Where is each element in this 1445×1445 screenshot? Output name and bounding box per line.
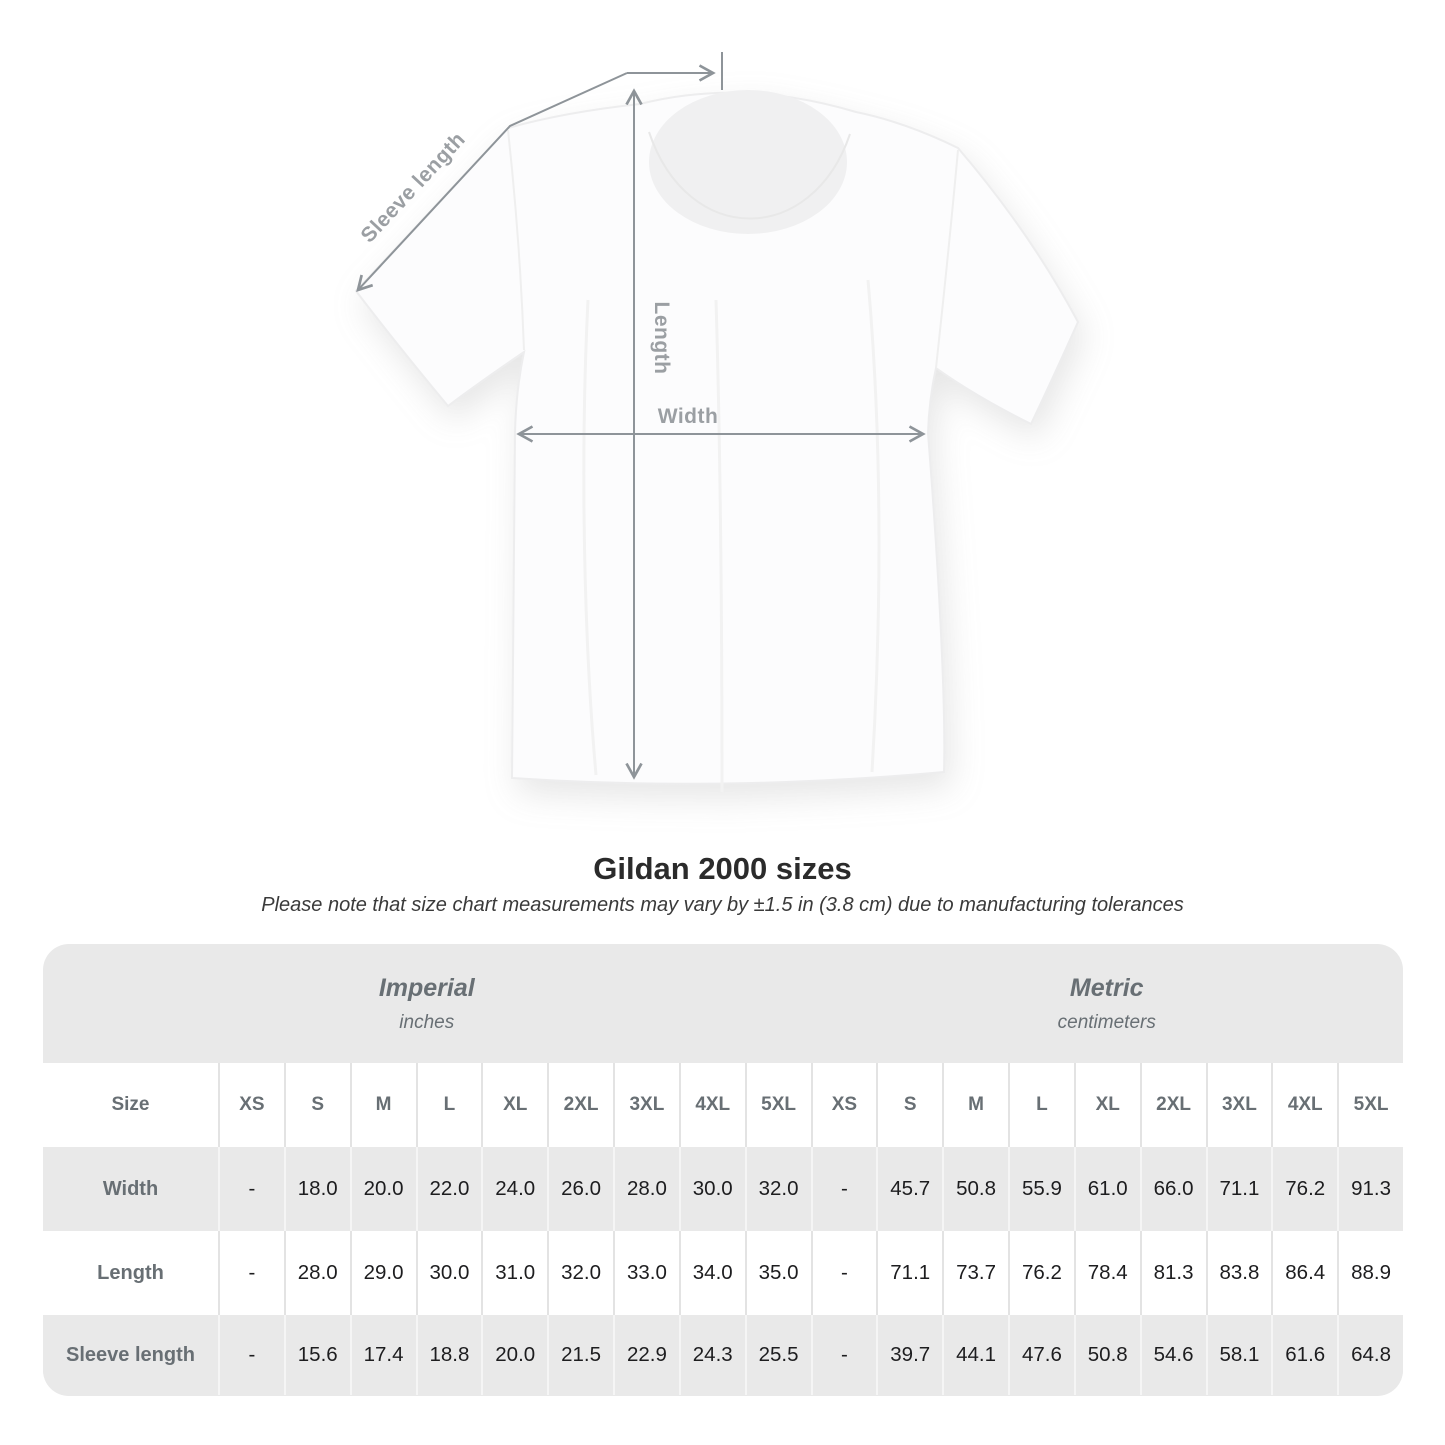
imperial-size-column-header: XL [481,1063,548,1147]
imperial-measurement-cell: 32.0 [547,1231,613,1315]
metric-size-column-header: 3XL [1205,1063,1272,1147]
metric-measurement-cell: 64.8 [1337,1315,1403,1395]
imperial-measurement-cell: 30.0 [678,1147,745,1231]
size-table-grid: Size XS S M L XL 2XL 3XL 4XL 5XL XS S M L XL 2XL 3XL 4XL 5… [43,1063,1403,1395]
imperial-measurement-cell: 22.9 [613,1315,679,1395]
imperial-size-column-header: 4XL [678,1063,745,1147]
metric-measurement-cell: 66.0 [1139,1147,1206,1231]
imperial-measurement-cell: 15.6 [283,1315,350,1395]
metric-size-column-header: XL [1073,1063,1140,1147]
imperial-size-column-header: 3XL [613,1063,679,1147]
row-label: Sleeve length [43,1315,218,1395]
row-label: Width [43,1147,218,1231]
metric-label: Metric [1069,973,1144,1002]
metric-size-column-header: L [1008,1063,1074,1147]
tolerance-note: Please note that size chart measurements… [261,894,1184,916]
metric-measurement-cell: 91.3 [1337,1147,1403,1231]
imperial-measurement-cell: 31.0 [481,1231,548,1315]
metric-measurement-cell: 81.3 [1139,1231,1206,1315]
imperial-measurement-cell: 18.8 [415,1315,482,1395]
metric-measurement-cell: 54.6 [1139,1315,1206,1395]
metric-group: Metric centimeters [811,944,1404,1063]
imperial-measurement-cell: 30.0 [415,1231,482,1315]
metric-measurement-cell: - [810,1231,877,1315]
imperial-measurement-cell: 28.0 [283,1231,350,1315]
metric-measurement-cell: 61.6 [1271,1315,1338,1395]
metric-size-column-header: M [942,1063,1008,1147]
metric-size-column-header: 5XL [1337,1063,1403,1147]
unit-group-header: Imperial inches Metric centimeters [43,944,1403,1063]
metric-size-column-header: 4XL [1271,1063,1338,1147]
imperial-measurement-cell: 20.0 [481,1315,548,1395]
metric-measurement-cell: 71.1 [1205,1147,1272,1231]
imperial-label: Imperial [378,973,475,1002]
metric-measurement-cell: - [810,1315,877,1395]
size-header-cell: Size [43,1063,218,1147]
metric-measurement-cell: 71.1 [876,1231,943,1315]
imperial-measurement-cell: - [218,1147,284,1231]
imperial-measurement-cell: - [218,1315,284,1395]
metric-measurement-cell: 76.2 [1008,1231,1074,1315]
imperial-measurement-cell: 28.0 [613,1147,679,1231]
metric-measurement-cell: 47.6 [1008,1315,1074,1395]
t-shirt-image [354,90,1080,793]
imperial-measurement-cell: 21.5 [547,1315,613,1395]
imperial-measurement-cell: 24.0 [481,1147,548,1231]
metric-unit-label: centimeters [1057,1011,1156,1033]
metric-measurement-cell: 76.2 [1271,1147,1338,1231]
metric-size-column-header: XS [810,1063,877,1147]
metric-size-column-header: S [876,1063,943,1147]
imperial-size-column-header: 2XL [547,1063,613,1147]
imperial-measurement-cell: 35.0 [744,1231,811,1315]
metric-measurement-cell: 78.4 [1073,1231,1140,1315]
imperial-group: Imperial inches [43,944,811,1063]
metric-measurement-cell: 50.8 [942,1147,1008,1231]
imperial-measurement-cell: 24.3 [678,1315,745,1395]
imperial-measurement-cell: 26.0 [547,1147,613,1231]
metric-measurement-cell: 58.1 [1205,1315,1272,1395]
imperial-measurement-cell: 17.4 [349,1315,416,1395]
imperial-measurement-cell: 34.0 [678,1231,745,1315]
metric-size-column-header: 2XL [1139,1063,1206,1147]
metric-measurement-cell: 88.9 [1337,1231,1403,1315]
imperial-measurement-cell: 18.0 [283,1147,350,1231]
imperial-size-column-header: S [283,1063,350,1147]
metric-measurement-cell: 50.8 [1073,1315,1140,1395]
sleeve-length-arrow [356,72,628,293]
size-table: Imperial inches Metric centimeters Size X… [43,944,1403,1396]
imperial-measurement-cell: 32.0 [744,1147,811,1231]
imperial-measurement-cell: 33.0 [613,1231,679,1315]
t-shirt-collar [649,90,847,234]
imperial-size-column-header: XS [218,1063,284,1147]
metric-measurement-cell: 86.4 [1271,1231,1338,1315]
imperial-measurement-cell: 25.5 [744,1315,811,1395]
imperial-measurement-cell: 29.0 [349,1231,416,1315]
row-label: Length [43,1231,218,1315]
metric-measurement-cell: 83.8 [1205,1231,1272,1315]
imperial-measurement-cell: - [218,1231,284,1315]
length-label: Length [650,302,673,375]
imperial-measurement-cell: 22.0 [415,1147,482,1231]
width-annotation: Width [516,405,926,443]
metric-measurement-cell: 39.7 [876,1315,943,1395]
metric-measurement-cell: 73.7 [942,1231,1008,1315]
imperial-size-column-header: M [349,1063,416,1147]
metric-measurement-cell: - [810,1147,877,1231]
metric-measurement-cell: 45.7 [876,1147,943,1231]
page-title: Gildan 2000 sizes [593,851,852,886]
width-label: Width [658,405,719,428]
metric-measurement-cell: 61.0 [1073,1147,1140,1231]
imperial-unit-label: inches [399,1011,455,1033]
imperial-size-column-header: L [415,1063,482,1147]
metric-measurement-cell: 55.9 [1008,1147,1074,1231]
imperial-size-column-header: 5XL [744,1063,811,1147]
imperial-measurement-cell: 20.0 [349,1147,416,1231]
metric-measurement-cell: 44.1 [942,1315,1008,1395]
t-shirt-measurement-diagram: Sleeve length Length Width [354,52,1080,793]
